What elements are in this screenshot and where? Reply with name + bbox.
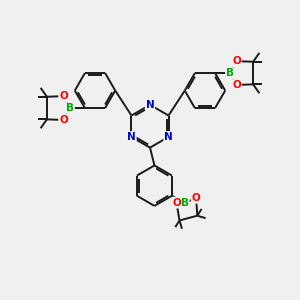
Text: N: N [146, 100, 154, 110]
Text: O: O [232, 80, 241, 90]
Text: N: N [127, 132, 136, 142]
Text: O: O [59, 91, 68, 101]
Text: O: O [59, 115, 68, 125]
Text: N: N [164, 132, 173, 142]
Text: O: O [192, 193, 200, 203]
Text: B: B [226, 68, 234, 78]
Text: O: O [172, 198, 181, 208]
Text: B: B [66, 103, 74, 113]
Text: B: B [181, 198, 189, 208]
Text: O: O [232, 56, 241, 66]
